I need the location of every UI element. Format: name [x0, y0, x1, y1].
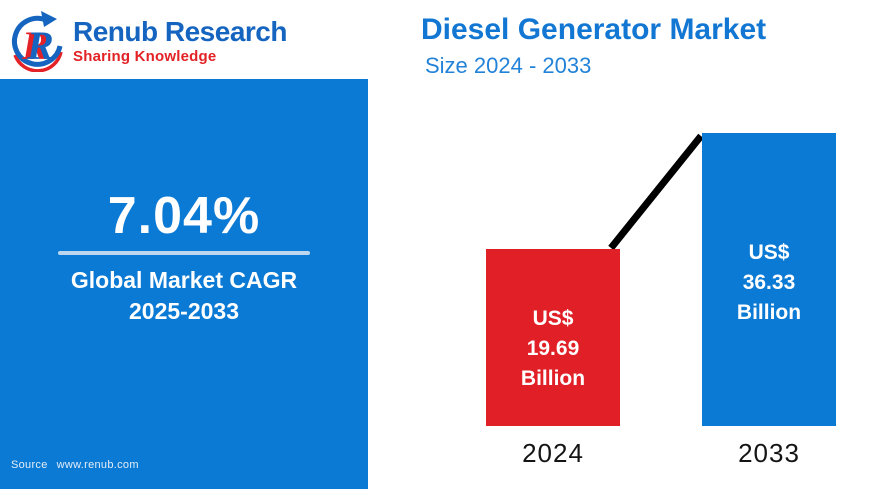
source-attribution: Source www.renub.com: [11, 459, 139, 471]
cagr-period: 2025-2033: [129, 298, 239, 324]
svg-text:R: R: [21, 23, 49, 68]
chart-header: Diesel Generator Market Size 2024 - 2033: [421, 13, 766, 79]
cagr-panel-background: [0, 79, 368, 489]
source-url: www.renub.com: [56, 459, 139, 471]
brand-name: Renub Research: [73, 16, 287, 47]
svg-text:R: R: [26, 23, 54, 68]
renub-logo: R R Renub Research Sharing Knowledge: [8, 10, 287, 72]
cagr-underline-divider: [58, 251, 310, 255]
trend-line: [608, 133, 704, 251]
bar-2033-line-value: 36.33: [742, 270, 796, 294]
bar-2024-line-currency: US$: [532, 306, 574, 330]
bar-2033-line-currency: US$: [748, 240, 790, 264]
cagr-label: Global Market CAGR: [70, 267, 298, 293]
bar-2033-value-label: US$ 36.33 Billion: [737, 232, 801, 328]
cagr-value: 7.04%: [107, 187, 261, 245]
bar-2024-line-unit: Billion: [520, 366, 586, 390]
logo-text: Renub Research Sharing Knowledge: [73, 10, 287, 66]
renub-swirl-arrow-icon: R R: [12, 11, 63, 72]
bar-2024: US$ 19.69 Billion: [486, 249, 620, 426]
source-label: Source: [11, 459, 48, 471]
cagr-stat-block: 7.04% Global Market CAGR 2025-2033: [0, 190, 368, 327]
x-axis-label-2033: 2033: [738, 438, 800, 468]
chart-title: Diesel Generator Market: [421, 13, 767, 46]
x-axis-label-2024: 2024: [522, 438, 584, 468]
bar-2033: US$ 36.33 Billion: [702, 133, 836, 426]
chart-subtitle: Size 2024 - 2033: [425, 53, 592, 78]
brand-tagline: Sharing Knowledge: [73, 48, 217, 65]
bar-2024-line-value: 19.69: [526, 336, 580, 360]
bar-2033-line-unit: Billion: [736, 300, 802, 324]
bar-2024-value-label: US$ 19.69 Billion: [521, 282, 585, 394]
